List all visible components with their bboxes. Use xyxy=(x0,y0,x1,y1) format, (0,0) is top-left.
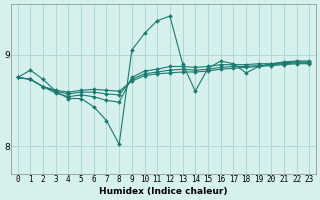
X-axis label: Humidex (Indice chaleur): Humidex (Indice chaleur) xyxy=(99,187,228,196)
